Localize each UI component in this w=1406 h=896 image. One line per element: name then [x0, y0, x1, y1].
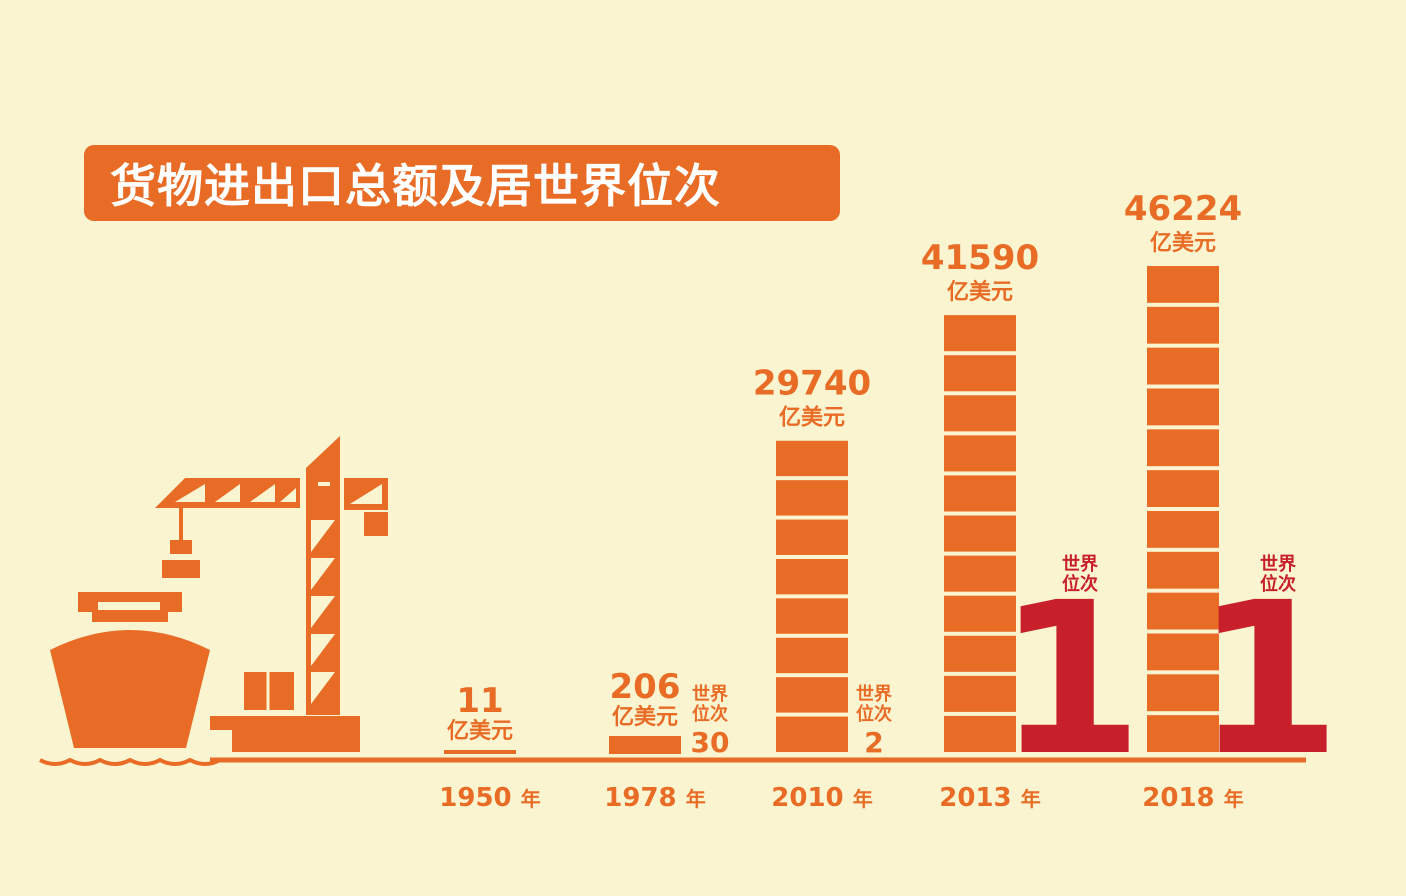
- bar-segment: [776, 558, 848, 595]
- bar-segment: [1147, 592, 1219, 630]
- bar-segment: [776, 519, 848, 555]
- year-label: 1950 年: [439, 783, 540, 813]
- bar-segment: [1147, 551, 1219, 589]
- page-title: 货物进出口总额及居世界位次: [84, 145, 840, 221]
- rank-value: 30: [691, 726, 730, 759]
- value-label: 206: [610, 667, 681, 707]
- bar-segment: [776, 637, 848, 674]
- bar-2018: [1147, 266, 1219, 752]
- bar-segment: [944, 555, 1016, 592]
- value-label: 11: [456, 681, 503, 721]
- rank-caption: 位次: [1260, 573, 1296, 595]
- bar-segment: [776, 480, 848, 516]
- bar-segment: [776, 598, 848, 634]
- bar-2010: [776, 440, 848, 752]
- unit-label: 亿美元: [612, 704, 678, 730]
- bar-segment: [944, 355, 1016, 392]
- bar-segment: [1147, 429, 1219, 467]
- bar-segment: [944, 675, 1016, 712]
- ship-icon: [39, 592, 221, 766]
- unit-label: 亿美元: [447, 718, 513, 744]
- rank-caption: 世界: [1062, 554, 1098, 575]
- rank-caption: 世界: [856, 684, 892, 705]
- bar-segment: [944, 635, 1016, 672]
- bar-segment: [944, 515, 1016, 552]
- rank-value: 2: [864, 726, 883, 759]
- bar-segment: [944, 315, 1016, 352]
- rank-caption: 位次: [1062, 573, 1098, 595]
- bar-segment: [1147, 674, 1219, 712]
- year-label: 2013 年: [939, 783, 1040, 813]
- bar-segment: [776, 440, 848, 477]
- unit-label: 亿美元: [779, 405, 845, 431]
- bar-segment: [1147, 347, 1219, 385]
- year-label: 2018 年: [1142, 783, 1243, 813]
- bar-segment: [944, 715, 1016, 752]
- bar-segment: [1147, 306, 1219, 344]
- rank-caption: 世界: [1260, 554, 1296, 575]
- bar-segment: [609, 736, 681, 754]
- crane-icon: [155, 436, 388, 752]
- year-label: 1978 年: [604, 783, 705, 813]
- value-label: 41590: [921, 238, 1039, 278]
- bar-segment: [1147, 715, 1219, 752]
- unit-label: 亿美元: [1150, 230, 1216, 256]
- bar-segment: [944, 395, 1016, 432]
- bar-segment: [1147, 511, 1219, 548]
- bar-segment: [776, 677, 848, 713]
- rank-caption: 位次: [856, 703, 892, 725]
- bar-1950: [444, 750, 516, 754]
- bar-segment: [1147, 266, 1219, 303]
- rank-value: 1: [997, 557, 1143, 802]
- value-label: 46224: [1124, 189, 1242, 229]
- bar-segment: [1147, 470, 1219, 507]
- bar-1978: [609, 736, 681, 754]
- value-label: 29740: [753, 364, 871, 404]
- rank-caption: 世界: [692, 684, 728, 705]
- year-label: 2010 年: [771, 783, 872, 813]
- bar-segment: [944, 475, 1016, 512]
- bar-segment: [444, 750, 516, 754]
- bar-segment: [1147, 633, 1219, 671]
- bar-2013: [944, 315, 1016, 752]
- bar-segment: [944, 435, 1016, 472]
- unit-label: 亿美元: [947, 279, 1013, 305]
- bar-segment: [776, 716, 848, 752]
- bar-segment: [944, 595, 1016, 632]
- rank-caption: 位次: [692, 703, 728, 725]
- rank-value: 1: [1195, 557, 1341, 802]
- bar-segment: [1147, 388, 1219, 426]
